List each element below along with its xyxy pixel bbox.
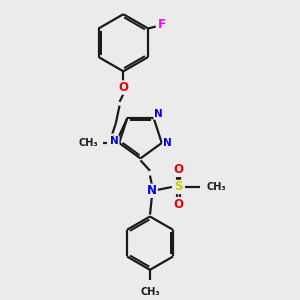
Text: F: F	[158, 18, 165, 31]
Text: O: O	[174, 164, 184, 176]
Text: O: O	[174, 198, 184, 211]
Text: S: S	[174, 181, 183, 194]
Text: N: N	[154, 109, 163, 119]
Text: CH₃: CH₃	[79, 138, 98, 148]
Text: CH₃: CH₃	[206, 182, 226, 192]
Text: N: N	[147, 184, 157, 197]
Text: N: N	[163, 138, 172, 148]
Text: N: N	[110, 136, 119, 146]
Text: CH₃: CH₃	[140, 287, 160, 297]
Text: S: S	[108, 134, 116, 147]
Text: O: O	[118, 81, 128, 94]
